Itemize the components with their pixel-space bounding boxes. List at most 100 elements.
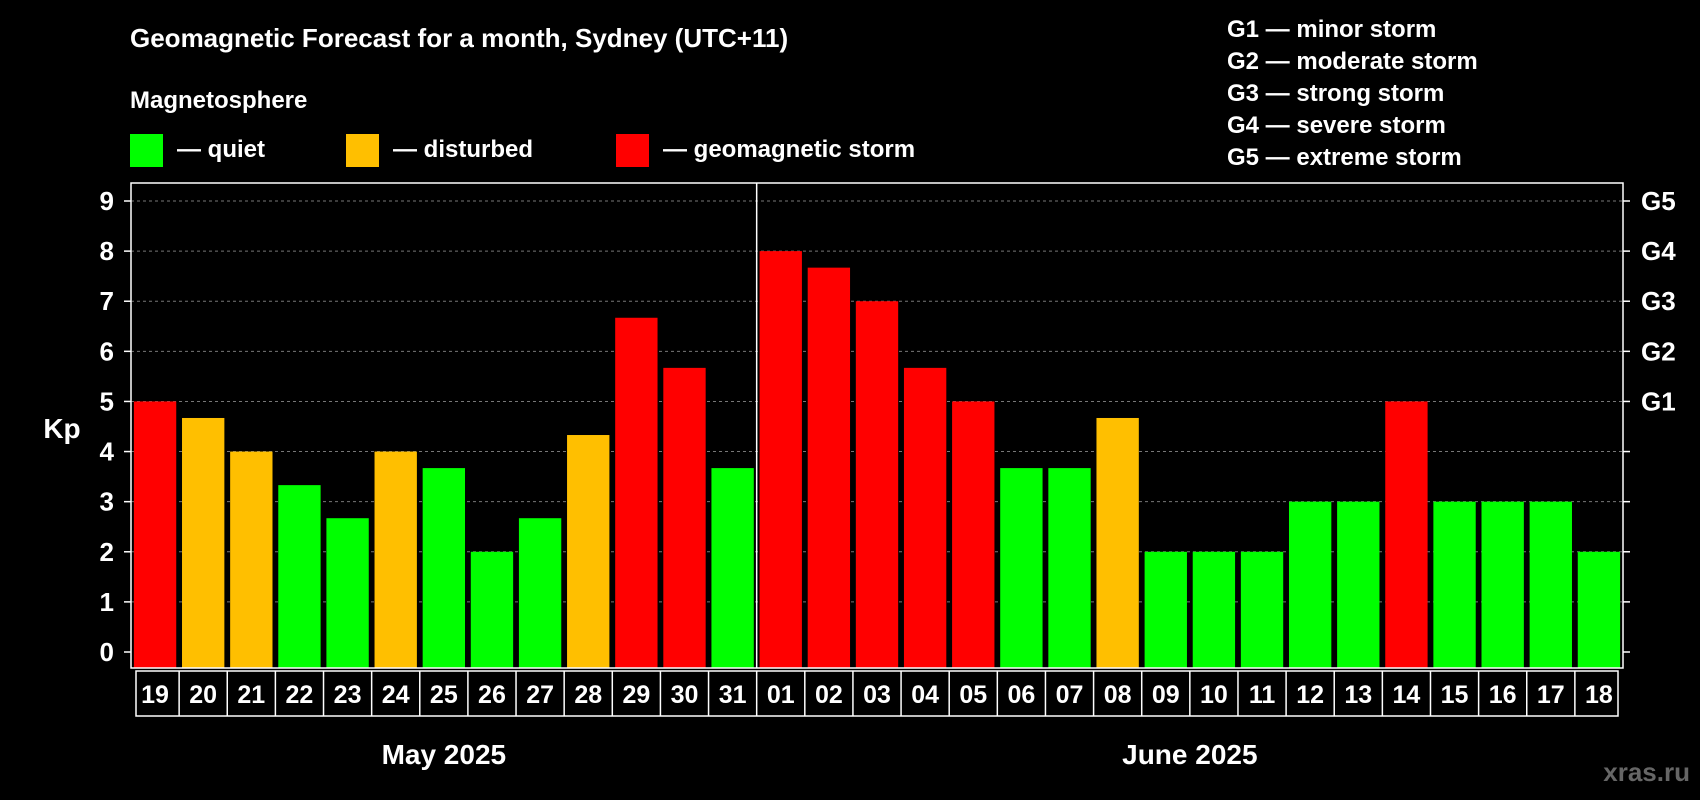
x-tick-label: 30 bbox=[671, 681, 699, 709]
g-scale-axis: G1 G2 G3 G4 G5 bbox=[1623, 186, 1676, 653]
x-tick-label: 10 bbox=[1200, 681, 1228, 709]
legend: — quiet — disturbed — geomagnetic storm bbox=[130, 134, 915, 167]
x-tick-label: 29 bbox=[622, 681, 650, 709]
bar-26 bbox=[470, 551, 514, 668]
legend-label-quiet: — quiet bbox=[177, 136, 265, 163]
bar-01 bbox=[759, 251, 802, 668]
y-tick-label: 3 bbox=[100, 487, 114, 517]
bar-18 bbox=[1577, 551, 1621, 668]
y-tick-label: 5 bbox=[100, 386, 114, 416]
month-labels: May 2025 June 2025 bbox=[382, 739, 1258, 770]
bar-23 bbox=[326, 518, 369, 668]
storm-scale-item: G3 — strong storm bbox=[1227, 80, 1444, 107]
x-tick-label: 19 bbox=[141, 681, 169, 709]
bar-02 bbox=[807, 267, 851, 668]
x-tick-label: 11 bbox=[1249, 681, 1276, 709]
g-scale-label: G2 bbox=[1641, 336, 1676, 366]
plot-frame bbox=[130, 182, 1624, 669]
chart-title: Geomagnetic Forecast for a month, Sydney… bbox=[130, 23, 788, 53]
bar-22 bbox=[278, 485, 321, 668]
x-tick-label: 18 bbox=[1585, 681, 1613, 709]
x-tick-label: 12 bbox=[1296, 681, 1324, 709]
bar-31 bbox=[711, 468, 754, 668]
watermark: xras.ru bbox=[1603, 757, 1690, 787]
day-label-box bbox=[135, 670, 1619, 717]
x-tick-label: 25 bbox=[430, 681, 458, 709]
x-tick-label: 06 bbox=[1007, 681, 1035, 709]
x-tick-label: 24 bbox=[382, 681, 410, 709]
bar-29 bbox=[615, 317, 658, 668]
x-tick-label: 17 bbox=[1537, 681, 1565, 709]
y-tick-label: 8 bbox=[100, 236, 114, 266]
bar-14 bbox=[1385, 401, 1428, 668]
bar-16 bbox=[1481, 501, 1524, 668]
bar-19 bbox=[133, 401, 177, 668]
g-scale-label: G3 bbox=[1641, 286, 1676, 316]
bar-25 bbox=[422, 468, 466, 668]
bar-17 bbox=[1529, 501, 1572, 668]
bar-11 bbox=[1240, 551, 1284, 668]
x-tick-label: 27 bbox=[526, 681, 554, 709]
x-tick-label: 08 bbox=[1104, 681, 1132, 709]
storm-scale-item: G2 — moderate storm bbox=[1227, 48, 1478, 75]
month-label: May 2025 bbox=[382, 739, 507, 770]
x-tick-label: 01 bbox=[767, 681, 795, 709]
bar-06 bbox=[1000, 468, 1043, 668]
legend-label-disturbed: — disturbed bbox=[393, 136, 533, 163]
bars bbox=[133, 251, 1621, 668]
x-tick-label: 05 bbox=[959, 681, 987, 709]
bar-12 bbox=[1288, 501, 1332, 668]
g-scale-label: G5 bbox=[1641, 186, 1676, 216]
storm-scale-item: G1 — minor storm bbox=[1227, 16, 1436, 43]
bar-04 bbox=[903, 367, 947, 668]
bar-24 bbox=[374, 451, 417, 668]
g-scale-label: G4 bbox=[1641, 236, 1676, 266]
y-axis-label: Kp bbox=[43, 413, 80, 444]
x-axis-day-labels: 19 20 21 22 23 24 25 26 27 28 29 30 31 01 02 03 04 05 06 07… bbox=[135, 670, 1619, 717]
x-tick-label: 31 bbox=[719, 681, 747, 709]
bar-15 bbox=[1433, 501, 1476, 668]
bar-08 bbox=[1096, 417, 1139, 668]
bar-21 bbox=[230, 451, 273, 668]
legend-swatch-storm bbox=[616, 134, 649, 167]
x-tick-label: 16 bbox=[1489, 681, 1517, 709]
legend-swatch-disturbed bbox=[346, 134, 379, 167]
storm-scale-legend: G1 — minor storm G2 — moderate storm G3 — … bbox=[1227, 16, 1478, 171]
x-tick-label: 09 bbox=[1152, 681, 1180, 709]
x-tick-label: 07 bbox=[1056, 681, 1084, 709]
bar-28 bbox=[567, 435, 610, 668]
y-tick-label: 6 bbox=[100, 336, 114, 366]
y-tick-label: 0 bbox=[100, 637, 114, 667]
x-tick-label: 26 bbox=[478, 681, 506, 709]
x-tick-label: 04 bbox=[911, 681, 939, 709]
bar-13 bbox=[1337, 501, 1380, 668]
x-tick-label: 15 bbox=[1441, 681, 1469, 709]
x-tick-label: 14 bbox=[1393, 681, 1421, 709]
storm-scale-item: G4 — severe storm bbox=[1227, 112, 1446, 139]
y-tick-label: 4 bbox=[100, 437, 115, 467]
legend-swatch-quiet bbox=[130, 134, 163, 167]
y-tick-label: 2 bbox=[100, 537, 114, 567]
y-tick-label: 7 bbox=[100, 286, 114, 316]
y-tick-label: 9 bbox=[100, 186, 114, 216]
bar-10 bbox=[1192, 551, 1236, 668]
bar-07 bbox=[1048, 468, 1091, 668]
g-scale-label: G1 bbox=[1641, 386, 1676, 416]
y-tick-label: 1 bbox=[100, 587, 114, 617]
bar-27 bbox=[518, 518, 562, 668]
bar-30 bbox=[663, 367, 706, 668]
x-tick-label: 03 bbox=[863, 681, 891, 709]
bar-03 bbox=[855, 301, 899, 668]
month-label: June 2025 bbox=[1122, 739, 1257, 770]
x-tick-label: 28 bbox=[574, 681, 602, 709]
x-tick-label: 23 bbox=[334, 681, 362, 709]
x-tick-label: 22 bbox=[286, 681, 314, 709]
legend-heading: Magnetosphere bbox=[130, 87, 307, 114]
y-axis: 0 1 2 3 4 5 6 7 8 9 bbox=[100, 186, 131, 667]
x-tick-label: 21 bbox=[237, 681, 265, 709]
x-tick-label: 02 bbox=[815, 681, 843, 709]
x-tick-label: 13 bbox=[1344, 681, 1372, 709]
bar-09 bbox=[1144, 551, 1187, 668]
storm-scale-item: G5 — extreme storm bbox=[1227, 144, 1462, 171]
